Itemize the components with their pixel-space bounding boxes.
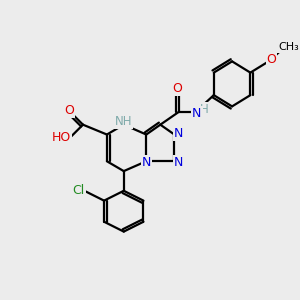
Text: Cl: Cl (73, 184, 85, 197)
Text: O: O (266, 53, 276, 67)
Text: O: O (64, 104, 74, 117)
Text: HO: HO (52, 131, 71, 144)
Text: N: N (174, 127, 183, 140)
Text: CH₃: CH₃ (278, 42, 299, 52)
Text: H: H (200, 103, 208, 116)
Text: N: N (192, 107, 202, 120)
Text: N: N (142, 156, 151, 169)
Text: N: N (174, 156, 183, 169)
Text: O: O (172, 82, 182, 94)
Text: NH: NH (115, 116, 133, 128)
